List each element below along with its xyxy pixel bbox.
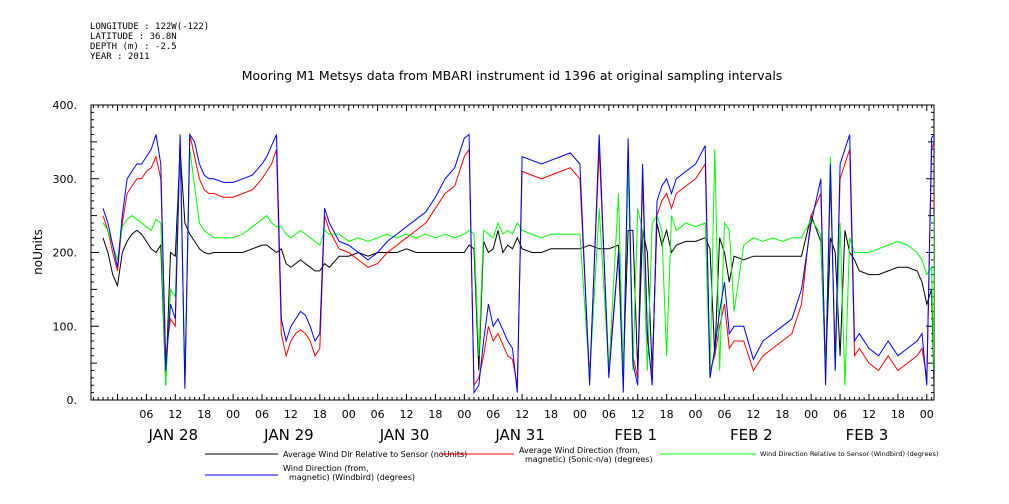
x-hour-label: 18	[775, 408, 789, 421]
series-layer	[102, 132, 934, 395]
chart-title: Mooring M1 Metsys data from MBARI instru…	[242, 68, 783, 83]
x-hour-label: 18	[197, 408, 211, 421]
x-hour-label: 00	[342, 408, 356, 421]
x-hour-label: 06	[717, 408, 731, 421]
legend-label-3: Wind Direction (from, magnetic) (Windbird…	[283, 464, 415, 482]
meta-latitude: LATITUDE : 36.8N	[90, 32, 177, 42]
x-date-label: JAN 31	[494, 426, 545, 444]
x-date-label: FEB 3	[846, 426, 889, 444]
x-hour-label: 18	[313, 408, 327, 421]
series-line-3	[102, 132, 934, 395]
x-hour-label: 00	[457, 408, 471, 421]
x-date-label: FEB 2	[730, 426, 773, 444]
x-hour-label: 06	[486, 408, 500, 421]
x-hour-label: 00	[804, 408, 818, 421]
x-hour-label: 12	[168, 408, 182, 421]
legend-label-0: Average Wind Dir Relative to Sensor (noU…	[283, 450, 467, 459]
x-hour-label: 00	[689, 408, 703, 421]
x-hour-label: 06	[602, 408, 616, 421]
y-tick-label: 400.	[53, 99, 78, 112]
x-hour-label: 06	[139, 408, 153, 421]
y-tick-label: 0.	[67, 394, 78, 407]
x-hour-label: 06	[255, 408, 269, 421]
y-axis-label: noUnits	[31, 229, 45, 275]
x-hour-label: 12	[862, 408, 876, 421]
x-hour-label: 18	[891, 408, 905, 421]
legend-label-2: Wind Direction Relative to Sensor (Windb…	[760, 450, 938, 458]
x-hour-label: 18	[428, 408, 442, 421]
x-date-label: FEB 1	[614, 426, 657, 444]
y-tick-label: 100.	[53, 320, 78, 333]
x-hour-label: 12	[746, 408, 760, 421]
x-hour-label: 12	[515, 408, 529, 421]
x-date-label: JAN 30	[379, 426, 430, 444]
x-hour-label: 12	[400, 408, 414, 421]
y-tick-label: 300.	[53, 173, 78, 186]
x-hour-label: 00	[226, 408, 240, 421]
x-hour-label: 12	[631, 408, 645, 421]
axis-ticks: 0. 100. 200. 300. 400. 06 12 18 00 06 12 18 00 06 12 18…	[53, 99, 934, 444]
x-hour-label: 12	[284, 408, 298, 421]
x-hour-label: 06	[833, 408, 847, 421]
metadata-header: LONGITUDE : 122W(-122) LATITUDE : 36.8N …	[90, 22, 209, 62]
meta-year: YEAR : 2011	[90, 52, 150, 62]
legend: Average Wind Dir Relative to Sensor (noU…	[205, 446, 938, 482]
x-date-label: JAN 29	[263, 426, 314, 444]
meta-longitude: LONGITUDE : 122W(-122)	[90, 22, 210, 32]
x-hour-label: 00	[573, 408, 587, 421]
x-hour-label: 18	[544, 408, 558, 421]
x-hour-label: 18	[660, 408, 674, 421]
meta-depth: DEPTH (m) : -2.5	[90, 42, 177, 52]
y-tick-label: 200.	[53, 247, 78, 260]
x-hour-label: 06	[371, 408, 385, 421]
x-hour-label: 00	[920, 408, 934, 421]
x-date-label: JAN 28	[148, 426, 199, 444]
legend-label-1: Average Wind Direction (from, magnetic) (…	[519, 446, 653, 464]
